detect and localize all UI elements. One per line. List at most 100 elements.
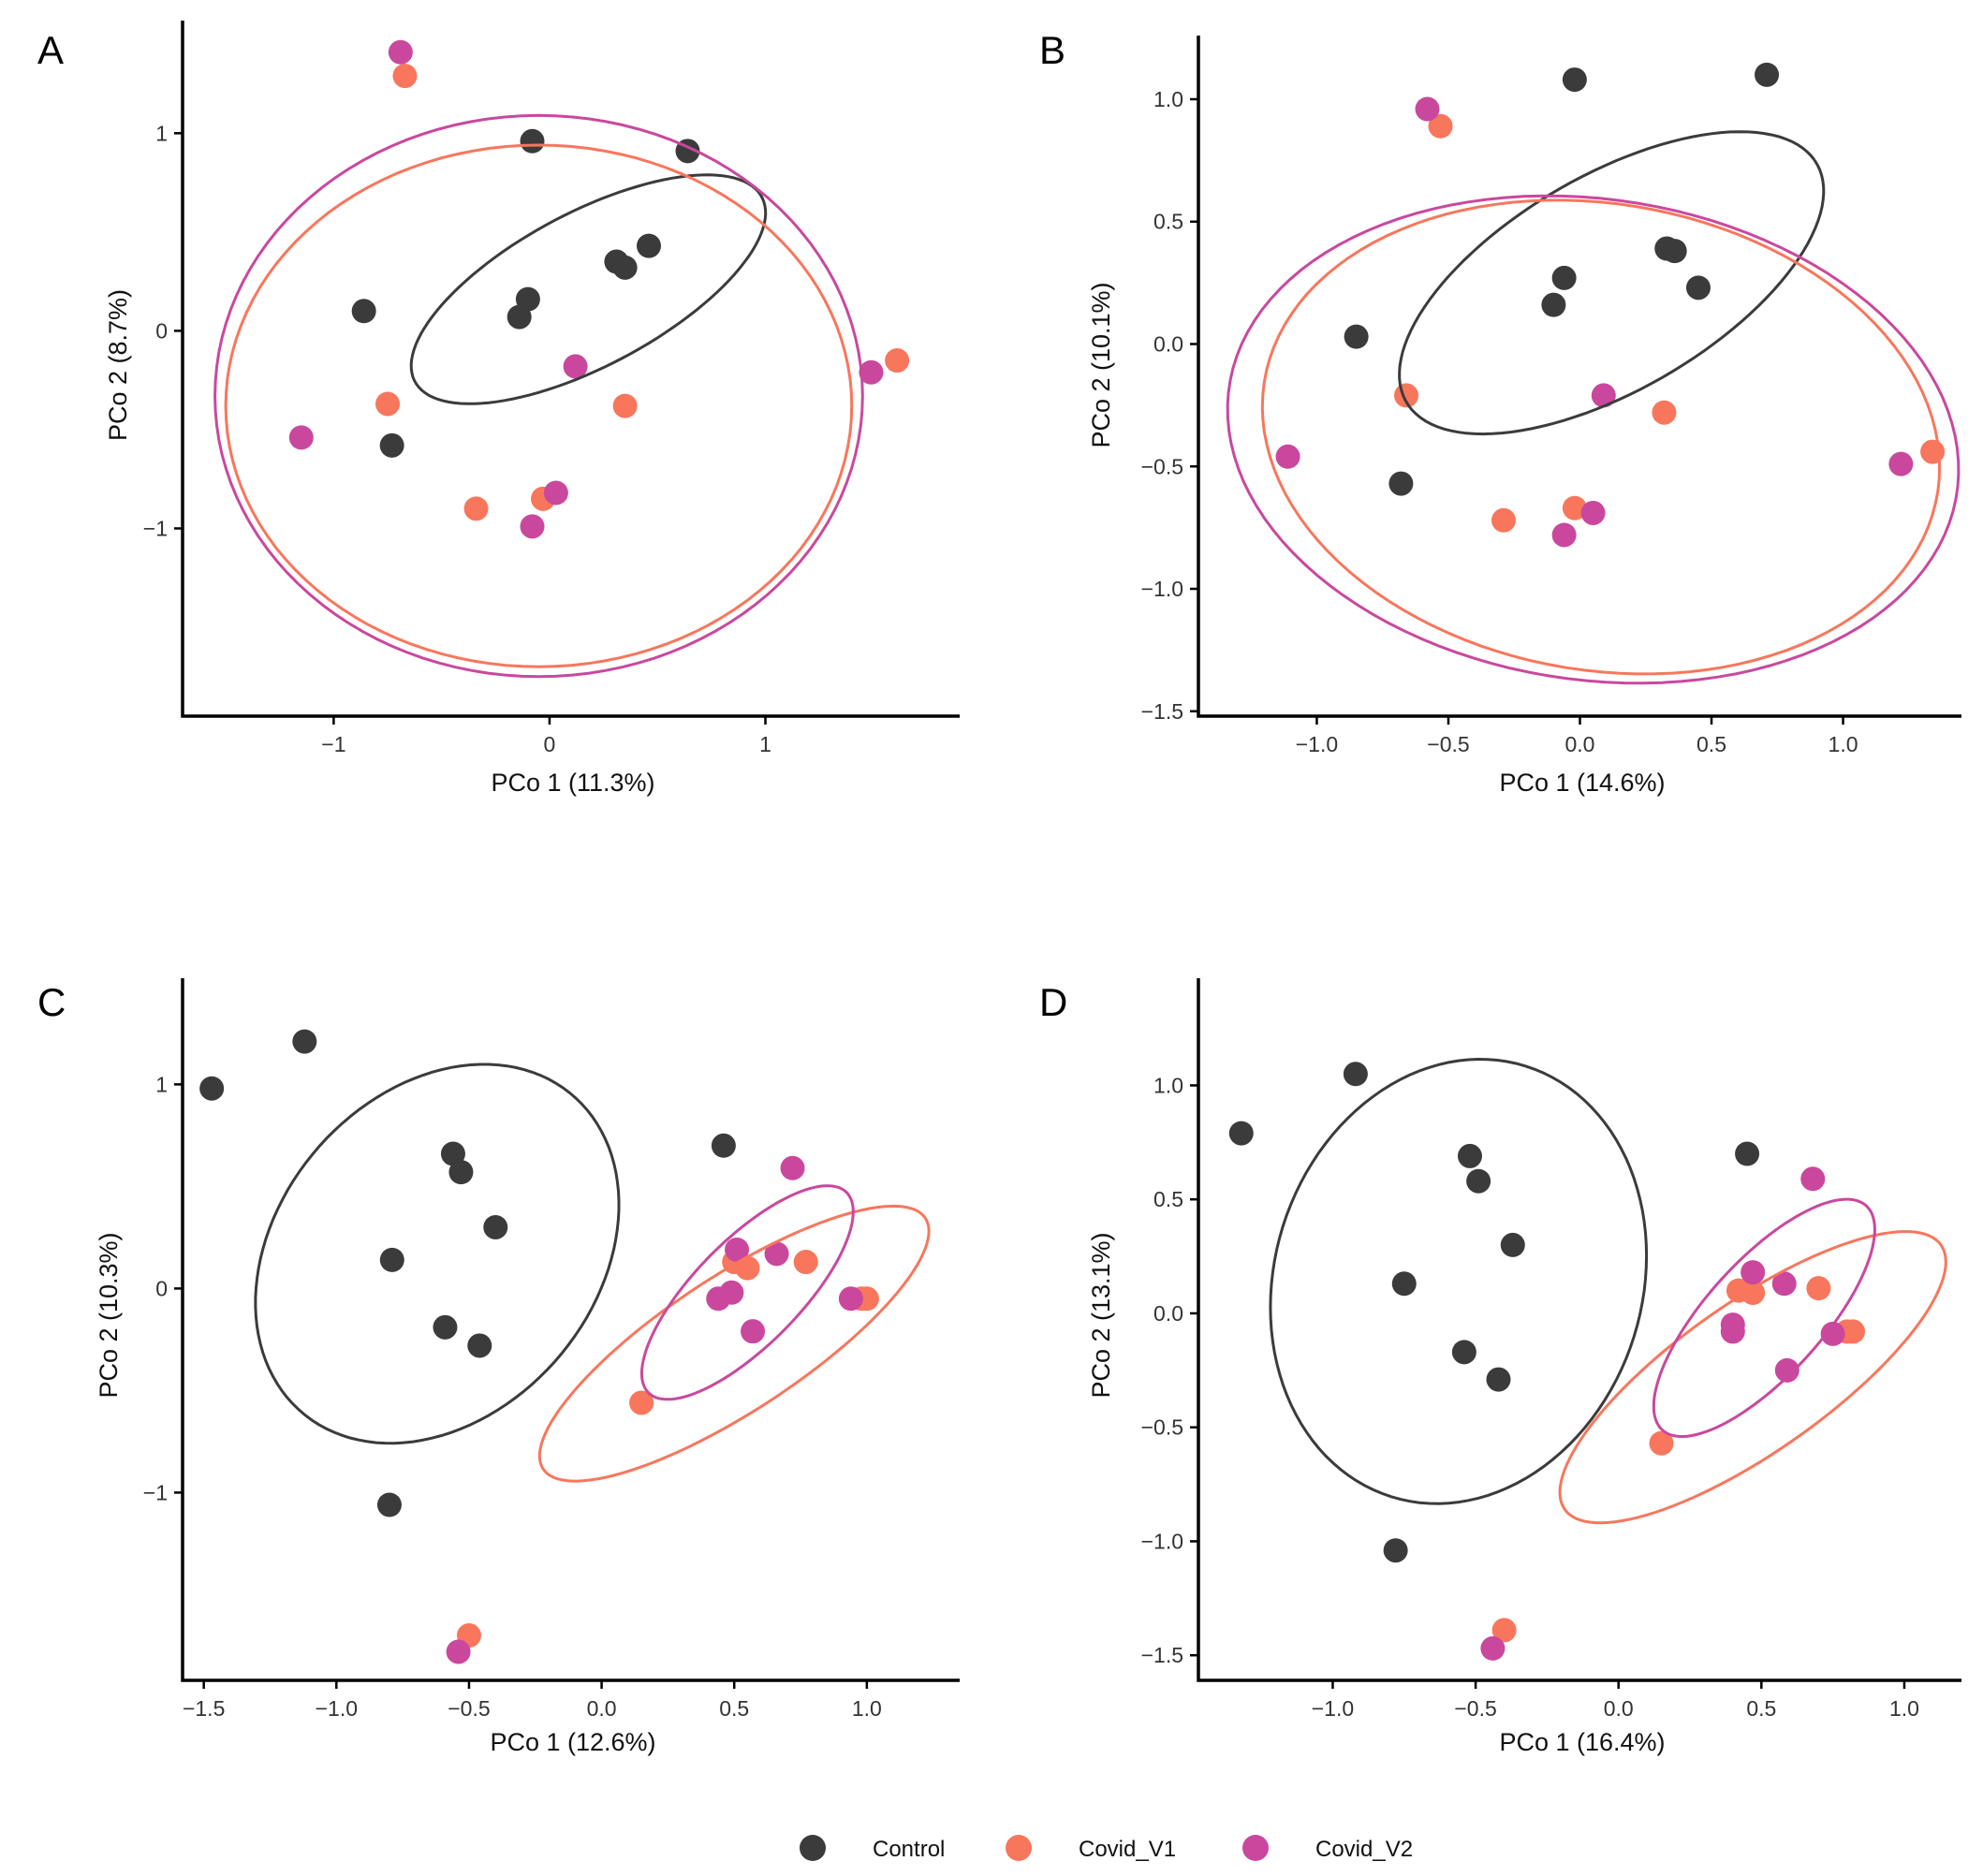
panel-d-point-covid-v1 (1841, 1319, 1866, 1344)
panel-c-point-control (199, 1076, 225, 1101)
panel-b-y-tick-label: 0.0 (1153, 332, 1183, 357)
panel-d-point-covid-v2 (1720, 1319, 1745, 1344)
panel-c: C −1.5 −1.0 −0.5 0.0 0.5 1.0 −1 0 1 PCo 1 (12.6%) P… (37, 978, 960, 1756)
panel-c-y-tick-label: −1 (143, 1480, 168, 1504)
panel-b-point-control (1344, 324, 1369, 349)
panel-b-y-tick-label: 0.5 (1153, 210, 1183, 234)
panel-d-y-tick-label: 1.0 (1153, 1073, 1183, 1097)
panel-d-x-tick-label: 0.0 (1604, 1696, 1634, 1721)
panel-b-point-covid-v2 (1888, 451, 1914, 476)
panel-d-x-axis-title: PCo 1 (16.4%) (1499, 1728, 1665, 1756)
legend-label-covid-v1: Covid_V1 (1079, 1837, 1176, 1862)
panel-c-point-control (376, 1492, 402, 1517)
panel-d-point-control (1486, 1367, 1511, 1392)
panel-c-point-control (433, 1314, 458, 1340)
panel-a-ellipse-covid-v1 (224, 143, 854, 668)
legend-item-control[interactable]: Control (800, 1835, 945, 1862)
panel-d-point-control (1343, 1062, 1368, 1087)
panel-c-x-tick-label: −1.0 (316, 1696, 358, 1721)
panel-d-y-tick-label: 0.0 (1153, 1301, 1183, 1326)
panel-c-y-tick-label: 0 (155, 1276, 168, 1300)
panel-a-point-control (637, 233, 661, 258)
panel-a-point-covid-v1 (375, 391, 401, 417)
panel-c-ellipse-control (254, 1063, 621, 1445)
panel-c-x-tick-label: −1.5 (183, 1696, 225, 1721)
panel-a-label: A (37, 28, 64, 72)
panel-d-y-tick-label: −0.5 (1141, 1415, 1183, 1440)
panel-b-series-control (1344, 62, 1780, 496)
panel-b-point-covid-v1 (1428, 113, 1453, 139)
panel-b: B −1.0 −0.5 0.0 0.5 1.0 −1.5 −1.0 −0.5 0.0 0.5 1.0 P… (1039, 28, 1961, 797)
panel-c-series-control (199, 1029, 736, 1517)
panel-b-x-tick-label: 0.0 (1565, 732, 1595, 756)
panel-d-point-covid-v1 (1649, 1430, 1674, 1456)
panel-b-point-control (1755, 62, 1780, 87)
panel-a-series-covid-v1 (375, 64, 910, 521)
panel-d-x-tick-label: 1.0 (1889, 1696, 1919, 1721)
panel-c-y-axis-title: PCo 2 (10.3%) (95, 1232, 123, 1398)
panel-b-point-control (1662, 239, 1687, 264)
panel-b-point-covid-v2 (1551, 522, 1577, 548)
panel-c-point-covid-v1 (793, 1250, 818, 1275)
panel-b-point-covid-v2 (1415, 96, 1440, 122)
panel-a-point-covid-v1 (392, 64, 418, 89)
panel-c-ellipse-covid-v2 (639, 1184, 855, 1401)
panel-c-point-covid-v2 (719, 1280, 744, 1305)
legend-label-covid-v2: Covid_V2 (1315, 1837, 1413, 1862)
panel-c-point-covid-v2 (764, 1241, 789, 1267)
legend: Control Covid_V1 Covid_V2 (800, 1835, 1413, 1862)
legend-swatch-covid-v2 (1242, 1835, 1269, 1861)
panel-c-point-control (292, 1029, 317, 1054)
panel-d-point-control (1391, 1271, 1417, 1297)
panel-a-y-tick-label: 1 (155, 121, 168, 145)
panel-d-y-tick-label: 0.5 (1153, 1187, 1183, 1211)
panel-d-label: D (1039, 980, 1067, 1024)
panel-d-point-covid-v1 (1491, 1618, 1517, 1643)
legend-swatch-covid-v1 (1006, 1835, 1032, 1861)
panel-d-point-covid-v1 (1806, 1276, 1831, 1301)
panel-d-point-covid-v2 (1771, 1271, 1797, 1297)
panel-d-ellipse-covid-v2 (1652, 1197, 1876, 1438)
panel-a-y-tick-label: 0 (155, 318, 168, 343)
panel-d-series-control (1228, 1062, 1760, 1563)
panel-b-point-control (1551, 265, 1577, 290)
panel-b-y-tick-label: −0.5 (1141, 454, 1183, 478)
panel-c-x-tick-label: 0.5 (719, 1696, 749, 1721)
legend-label-control: Control (873, 1837, 945, 1862)
panel-c-point-control (440, 1141, 465, 1166)
panel-d-point-covid-v2 (1741, 1260, 1766, 1285)
panel-b-point-control (1685, 275, 1711, 300)
panel-a-point-covid-v1 (463, 496, 489, 521)
panel-c-x-tick-label: −0.5 (448, 1696, 490, 1721)
panel-c-x-tick-label: 1.0 (852, 1696, 882, 1721)
panel-a-point-control (351, 299, 376, 324)
panel-b-y-tick-label: −1.5 (1141, 699, 1183, 724)
panel-b-ellipse-covid-v1 (1260, 198, 1942, 676)
panel-c-point-control (448, 1160, 474, 1185)
panel-a-point-control (507, 304, 532, 330)
panel-d-ellipse-control (1269, 1057, 1649, 1505)
panel-d-point-control (1735, 1141, 1760, 1166)
panel-b-point-covid-v1 (1920, 439, 1946, 464)
panel-d-point-covid-v2 (1820, 1321, 1845, 1346)
panel-d-series-covid-v1 (1491, 1276, 1866, 1643)
panel-b-series-covid-v2 (1275, 96, 1914, 548)
panel-a-point-covid-v2 (563, 354, 588, 379)
legend-item-covid-v2[interactable]: Covid_V2 (1242, 1835, 1413, 1862)
panel-d-series-covid-v2 (1480, 1166, 1845, 1661)
panel-d-x-tick-label: −1.0 (1312, 1696, 1354, 1721)
panel-d-point-covid-v1 (1741, 1281, 1766, 1306)
panel-d-point-control (1451, 1340, 1476, 1365)
panel-b-point-control (1388, 471, 1414, 496)
panel-b-point-covid-v2 (1275, 444, 1300, 469)
panel-d-point-control (1500, 1232, 1525, 1257)
panel-a-point-covid-v2 (388, 39, 413, 65)
panel-b-point-covid-v1 (1562, 495, 1587, 520)
panel-a-x-tick-label: −1 (321, 732, 345, 756)
legend-item-covid-v1[interactable]: Covid_V1 (1006, 1835, 1176, 1862)
panel-b-point-covid-v2 (1580, 500, 1606, 525)
panel-a-y-axis-title: PCo 2 (8.7%) (104, 289, 132, 441)
panel-a-series-control (351, 128, 700, 458)
panel-d-point-control (1457, 1143, 1482, 1168)
